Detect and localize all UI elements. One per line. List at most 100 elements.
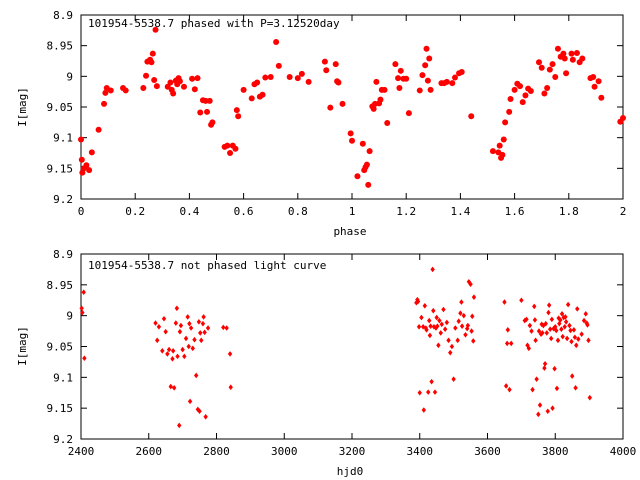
data-point (396, 84, 403, 91)
data-point (192, 336, 197, 343)
data-point (426, 389, 431, 395)
data-point (177, 328, 183, 335)
data-point (554, 385, 560, 392)
data-point (511, 86, 518, 93)
data-point (403, 75, 410, 82)
data-point (370, 105, 377, 112)
data-point (185, 314, 190, 320)
data-point (205, 325, 211, 331)
y-tick-label: 9.1 (53, 132, 73, 145)
data-point (496, 142, 503, 149)
data-point (347, 130, 354, 137)
data-point (548, 335, 554, 342)
data-point (78, 136, 84, 143)
data-point (583, 311, 588, 317)
data-point (155, 337, 160, 344)
data-point (574, 342, 579, 349)
data-point (197, 109, 204, 116)
data-point (541, 90, 548, 97)
data-point (182, 353, 187, 360)
data-point (203, 414, 208, 420)
data-point (453, 325, 458, 331)
data-point (176, 78, 183, 85)
data-point (149, 50, 156, 57)
y-tick-label: 8.9 (53, 248, 73, 261)
data-point (539, 321, 544, 328)
data-point (527, 88, 534, 95)
data-point (458, 69, 465, 76)
data-point (228, 384, 233, 390)
data-point (469, 328, 474, 334)
data-point (273, 38, 280, 45)
data-point (197, 408, 202, 415)
x-tick-label: 0 (78, 205, 85, 218)
data-point (427, 332, 433, 339)
data-point (559, 326, 564, 333)
data-point (435, 323, 440, 329)
data-point (449, 80, 456, 87)
data-point (546, 302, 552, 308)
data-point (227, 150, 234, 156)
data-point (202, 329, 207, 336)
data-point (444, 319, 450, 326)
data-point (561, 55, 568, 62)
data-point (86, 167, 93, 174)
data-point (170, 356, 175, 362)
data-point (529, 328, 534, 334)
data-point (232, 145, 239, 152)
data-point (449, 343, 455, 350)
data-point (224, 142, 231, 149)
data-point (556, 315, 561, 321)
data-point (557, 320, 562, 327)
data-point (533, 337, 538, 344)
data-point (500, 136, 507, 143)
data-point (471, 294, 477, 300)
data-point (458, 310, 463, 316)
data-points (78, 26, 626, 188)
y-tick-label: 8.95 (47, 279, 74, 292)
data-point (549, 316, 555, 323)
data-point (180, 346, 185, 353)
data-point (562, 323, 567, 330)
data-point (191, 86, 198, 93)
data-point (546, 66, 553, 73)
phased-light-curve-plot: 8.9 8.95 9 9.05 9.1 9.15 9.2 0 0.2 0.4 0.6 0.8 1 1.2… (16, 9, 626, 238)
data-point (598, 94, 605, 101)
data-point (267, 73, 274, 80)
data-point (428, 323, 433, 329)
data-point (451, 376, 456, 382)
data-point (168, 383, 173, 390)
data-point (525, 342, 530, 349)
data-point (83, 162, 90, 169)
data-point (437, 317, 442, 324)
data-point (80, 309, 85, 316)
data-point (183, 335, 189, 342)
data-point (366, 148, 373, 155)
data-point (545, 408, 550, 415)
x-tick-label: 1 (349, 205, 356, 218)
data-point (194, 75, 201, 82)
x-axis-label: hjd0 (337, 465, 364, 478)
data-point (193, 372, 199, 379)
data-point (195, 406, 201, 413)
data-point (595, 78, 602, 85)
data-point (451, 74, 458, 81)
data-point (167, 79, 174, 86)
data-point (567, 322, 572, 329)
data-point (431, 307, 436, 314)
data-point (459, 299, 464, 305)
x-tick-label: 2600 (136, 445, 163, 458)
data-point (499, 151, 506, 158)
data-point (152, 26, 159, 33)
data-point (560, 333, 565, 340)
y-tick-label: 9 (66, 310, 73, 323)
data-point (565, 301, 571, 308)
data-point (554, 45, 561, 52)
data-point (568, 327, 573, 334)
data-point (365, 181, 372, 188)
data-point (456, 318, 461, 325)
data-point (535, 59, 542, 66)
data-point (550, 405, 555, 411)
y-tick-label: 8.9 (53, 9, 73, 22)
